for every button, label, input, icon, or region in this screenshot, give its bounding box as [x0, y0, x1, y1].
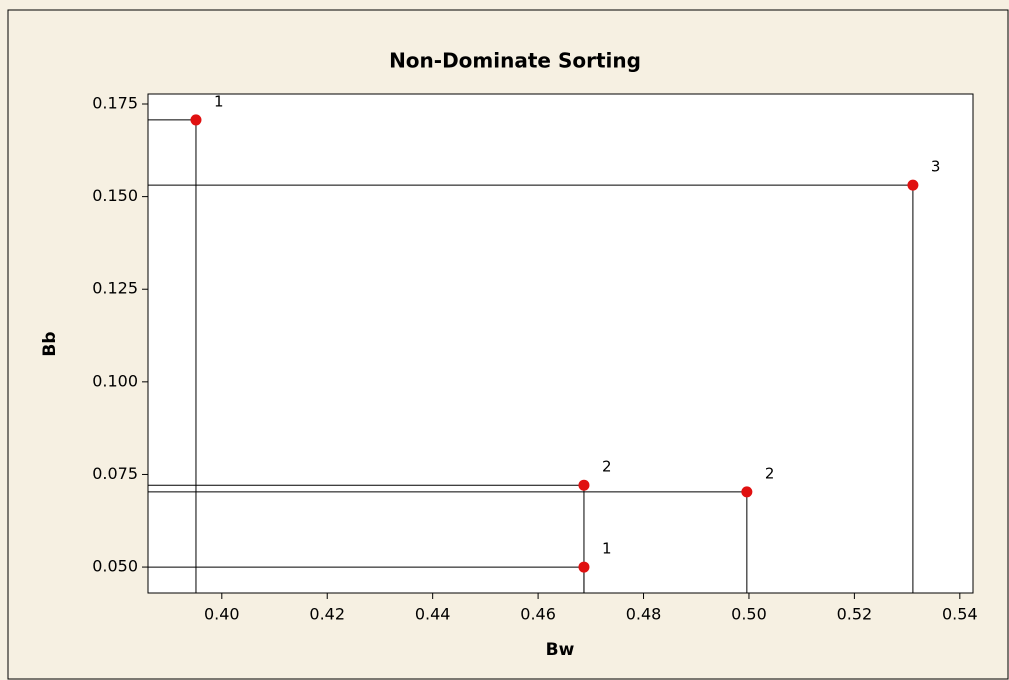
x-tick-label: 0.52: [837, 605, 873, 624]
chart: Non-Dominate Sorting Bw Bb 0.40 0.42 0.44 0…: [0, 0, 1009, 680]
plot-area: [148, 94, 973, 593]
y-axis-label: Bb: [40, 331, 60, 356]
x-tick-label: 0.48: [626, 605, 662, 624]
page: Non-Dominate Sorting Bw Bb 0.40 0.42 0.44 0…: [0, 0, 1009, 680]
x-tick-label: 0.40: [204, 605, 240, 624]
point: [907, 180, 918, 191]
chart-title: Non-Dominate Sorting: [389, 49, 641, 73]
point-label: 2: [602, 458, 612, 476]
x-tick-label: 0.54: [942, 605, 978, 624]
x-tick-label: 0.46: [520, 605, 556, 624]
point-label: 2: [765, 464, 775, 482]
point-label: 1: [602, 540, 612, 558]
x-tick-label: 0.50: [731, 605, 767, 624]
point: [578, 480, 589, 491]
y-tick-label: 0.150: [92, 186, 138, 205]
y-tick-label: 0.075: [92, 464, 138, 483]
point-label: 3: [931, 158, 941, 176]
x-tick-label: 0.44: [415, 605, 451, 624]
point-label: 1: [214, 92, 224, 110]
point: [741, 486, 752, 497]
x-tick-label: 0.42: [309, 605, 345, 624]
y-tick-label: 0.100: [92, 371, 138, 390]
y-tick-label: 0.125: [92, 279, 138, 298]
point: [578, 562, 589, 573]
x-axis-label: Bw: [546, 640, 575, 660]
point: [190, 114, 201, 125]
y-tick-label: 0.050: [92, 557, 138, 576]
y-tick-label: 0.175: [92, 94, 138, 113]
